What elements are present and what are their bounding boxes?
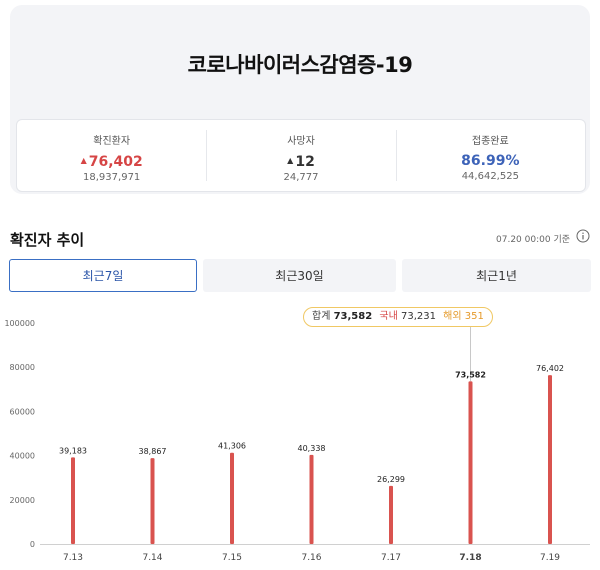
up-arrow-icon: ▲ xyxy=(80,156,87,165)
tooltip-total: 73,582 xyxy=(333,311,373,322)
chart-tooltip: 합계 73,582 국내 73,231 해외 351 xyxy=(303,307,493,327)
chart-svg: 0 20000 40000 60000 80000 100000 39,183 7.13 38,… xyxy=(4,319,590,563)
stat-confirmed: 확진환자 ▲ 76,402 18,937,971 xyxy=(17,120,206,191)
base-time: 07.20 00:00 기준 xyxy=(496,235,570,245)
stat-vaccinated-value: 86.99% xyxy=(461,153,520,169)
tooltip-total-label: 합계 xyxy=(312,311,331,322)
y-tick-label: 0 xyxy=(30,540,35,549)
bar xyxy=(548,375,552,544)
tab-recent-7-days[interactable]: 최근7일 xyxy=(9,259,197,292)
tab-recent-1-year[interactable]: 최근1년 xyxy=(402,259,591,292)
tooltip-domestic: 73,231 xyxy=(400,311,436,322)
period-tabs: 최근7일 최근30일 최근1년 xyxy=(9,259,591,292)
stat-deaths-number: 12 xyxy=(295,154,315,170)
bar-value-label: 76,402 xyxy=(536,364,564,373)
stat-confirmed-label: 확진환자 xyxy=(93,136,131,147)
stats-box: 확진환자 ▲ 76,402 18,937,971 사망자 ▲ 12 24,777 접… xyxy=(16,119,586,192)
y-tick-label: 40000 xyxy=(10,452,35,461)
x-tick-label: 7.14 xyxy=(142,553,162,563)
summary-title: 코로나바이러스감염증-19 xyxy=(187,53,413,77)
bar-value-label: 39,183 xyxy=(59,446,87,455)
bar xyxy=(468,381,473,544)
bar-value-label: 41,306 xyxy=(218,442,246,451)
bar-value-label: 38,867 xyxy=(139,447,167,456)
stat-deaths-value: ▲ 12 xyxy=(206,153,395,170)
x-tick-label: 7.19 xyxy=(540,553,560,563)
y-tick-label: 80000 xyxy=(10,363,35,372)
stat-vaccinated-total: 44,642,525 xyxy=(461,171,519,182)
summary-card: 코로나바이러스감염증-19 확진환자 ▲ 76,402 18,937,971 사망… xyxy=(10,5,590,194)
stat-deaths-total: 24,777 xyxy=(283,172,319,183)
bar xyxy=(150,458,155,544)
x-tick-label: 7.18 xyxy=(459,553,481,563)
tab-recent-30-days[interactable]: 최근30일 xyxy=(203,259,396,292)
bar-value-label: 26,299 xyxy=(377,475,405,484)
confirmed-cases-chart: 0 20000 40000 60000 80000 100000 39,183 7.13 38,… xyxy=(0,300,600,570)
section-title: 확진자 추이 xyxy=(10,231,85,249)
up-arrow-icon: ▲ xyxy=(287,156,294,165)
tooltip-overseas-label: 해외 xyxy=(443,311,462,322)
stat-vaccinated: 접종완료 86.99% 44,642,525 xyxy=(395,120,585,191)
bar xyxy=(309,454,314,544)
y-tick-label: 20000 xyxy=(10,496,35,505)
bar-value-label: 73,582 xyxy=(455,370,486,379)
stat-deaths-label: 사망자 xyxy=(287,136,315,147)
bar xyxy=(230,452,234,544)
y-tick-label: 60000 xyxy=(10,407,35,416)
x-tick-label: 7.15 xyxy=(222,553,242,563)
y-tick-label: 100000 xyxy=(4,319,35,328)
tooltip-domestic-label: 국내 xyxy=(379,311,398,322)
tooltip-overseas: 351 xyxy=(464,311,484,322)
stat-confirmed-value: ▲ 76,402 xyxy=(17,153,206,170)
x-tick-label: 7.16 xyxy=(301,553,321,563)
x-tick-label: 7.17 xyxy=(381,553,401,563)
x-tick-label: 7.13 xyxy=(63,553,83,563)
bar-value-label: 40,338 xyxy=(298,444,326,453)
info-icon[interactable] xyxy=(576,229,590,243)
stat-vaccinated-label: 접종완료 xyxy=(471,136,509,147)
stat-confirmed-number: 76,402 xyxy=(88,154,143,170)
bar xyxy=(71,457,75,544)
stat-deaths: 사망자 ▲ 12 24,777 xyxy=(206,120,395,191)
stat-confirmed-total: 18,937,971 xyxy=(83,172,141,183)
bar xyxy=(389,485,393,544)
